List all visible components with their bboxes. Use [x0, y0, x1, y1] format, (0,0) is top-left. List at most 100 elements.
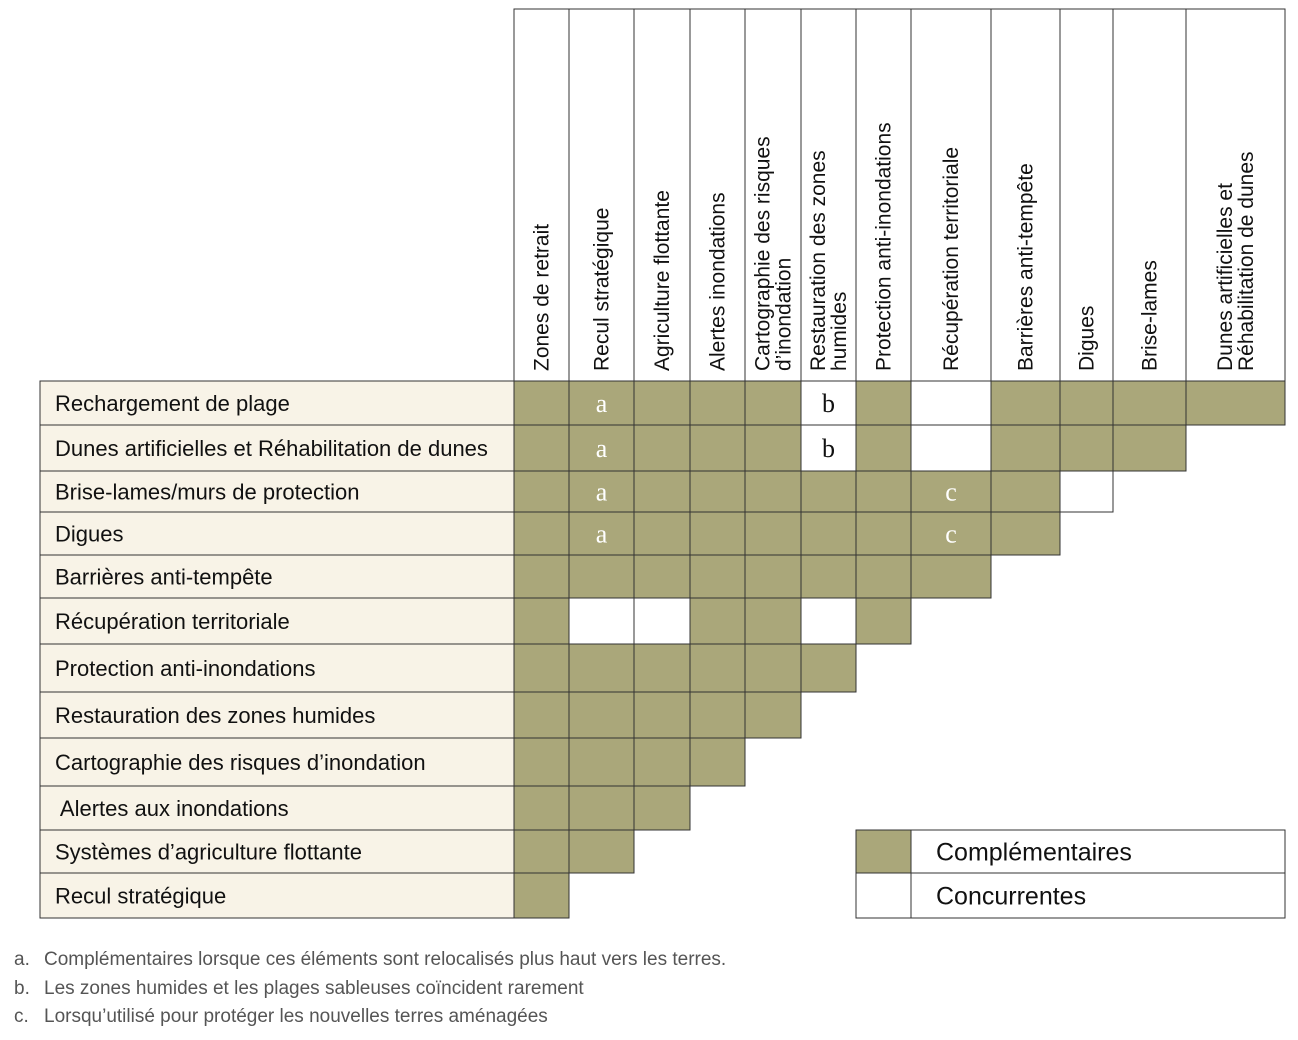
cell-complementary [689, 554, 746, 599]
cell-complementary [910, 511, 992, 556]
cell-complementary [744, 424, 802, 472]
row-header [39, 511, 515, 556]
cell-complementary [855, 597, 912, 645]
cell-complementary [633, 554, 691, 599]
cell-complementary [689, 380, 746, 426]
row-header [39, 829, 515, 874]
cell-complementary [568, 470, 635, 513]
row-label: Protection anti-inondations [55, 656, 316, 681]
row-header [39, 691, 515, 739]
cell-complementary [633, 511, 691, 556]
cell-complementary [1185, 380, 1286, 426]
cell-complementary [633, 470, 691, 513]
cell-complementary [1059, 380, 1114, 426]
cell-complementary [800, 470, 857, 513]
cell-complementary [513, 643, 570, 693]
cell-complementary [744, 643, 802, 693]
cell-complementary [513, 737, 570, 787]
col-label-zones_humides-line1: Restauration des zones [807, 150, 830, 371]
row-header [39, 554, 515, 599]
cell-complementary [513, 511, 570, 556]
cell-complementary [689, 470, 746, 513]
cell-complementary [689, 691, 746, 739]
footnote-mark-a: a [596, 389, 608, 418]
cell-complementary [568, 424, 635, 472]
cell-complementary [633, 785, 691, 831]
footnote-mark-a: a [596, 520, 608, 549]
cell-complementary [568, 829, 635, 874]
cell-complementary [800, 554, 857, 599]
row-header [39, 785, 515, 831]
row-header [39, 380, 515, 426]
cell-complementary [568, 643, 635, 693]
col-label-digues: Digues [1076, 306, 1099, 371]
cell-competing [910, 380, 992, 426]
legend-label-complementary: Complémentaires [936, 839, 1132, 867]
row-label: Recul stratégique [55, 884, 226, 909]
footnote-mark-c: c [945, 478, 957, 507]
col-header-recuperation [910, 8, 992, 382]
cell-competing [568, 597, 635, 645]
row-label: Rechargement de plage [55, 391, 290, 416]
cell-complementary [744, 597, 802, 645]
cell-complementary [633, 737, 691, 787]
cell-complementary [689, 511, 746, 556]
cell-complementary [990, 470, 1061, 513]
cell-complementary [689, 737, 746, 787]
col-label-recul: Recul stratégique [591, 208, 614, 371]
cell-complementary [689, 597, 746, 645]
col-label-dunes-line1: Dunes artificielles et [1214, 183, 1237, 371]
col-label-carto-line1: Cartographie des risques [752, 136, 775, 371]
cell-complementary [744, 380, 802, 426]
cell-complementary [800, 511, 857, 556]
cell-complementary [513, 829, 570, 874]
cell-competing [800, 597, 857, 645]
row-label: Récupération territoriale [55, 609, 290, 634]
cell-complementary [513, 380, 570, 426]
row-header [39, 643, 515, 693]
footnote-mark-b: b [822, 434, 835, 463]
cell-complementary [568, 554, 635, 599]
row-label: Barrières anti-tempête [55, 565, 273, 590]
row-labels: Rechargement de plage Dunes artificielles… [39, 380, 515, 919]
cell-complementary [633, 380, 691, 426]
col-label-dunes-line2: Réhabilitation de dunes [1235, 152, 1258, 372]
cell-complementary [855, 554, 912, 599]
col-header-digues [1059, 8, 1114, 382]
col-header-recul [568, 8, 635, 382]
cell-competing [1059, 470, 1114, 513]
cell-complementary [633, 424, 691, 472]
cell-complementary [568, 785, 635, 831]
cell-complementary [990, 511, 1061, 556]
cell-competing [800, 424, 857, 472]
cell-complementary [513, 691, 570, 739]
legend-label-competing: Concurrentes [936, 883, 1086, 911]
cell-complementary [990, 424, 1061, 472]
cell-complementary [1112, 380, 1187, 426]
cell-complementary [689, 424, 746, 472]
cell-complementary [568, 737, 635, 787]
legend-label-box [910, 829, 1286, 874]
col-header-dunes [1185, 8, 1286, 382]
cell-complementary [744, 554, 802, 599]
cell-complementary [513, 785, 570, 831]
row-label: Brise-lames/murs de protection [55, 480, 359, 505]
col-label-carto-line2: d’inondation [773, 258, 796, 371]
col-header-alertes [689, 8, 746, 382]
row-header [39, 597, 515, 645]
cell-complementary [744, 691, 802, 739]
cell-competing [910, 424, 992, 472]
legend-swatch-complementary [855, 829, 912, 874]
footnote-c: c. Lorsqu’utilisé pour protéger les nouve… [14, 1006, 548, 1027]
cell-complementary [855, 380, 912, 426]
cell-complementary [800, 643, 857, 693]
footnotes: a. Complémentaires lorsque ces éléments s… [14, 946, 726, 1032]
cell-complementary [910, 554, 992, 599]
cell-complementary [568, 691, 635, 739]
col-label-agri: Agriculture flottante [651, 190, 674, 371]
matrix-cells: a b a b a c a c [513, 380, 1286, 919]
col-label-zones_retrait: Zones de retrait [531, 224, 554, 371]
footnote-mark-a: a [596, 478, 608, 507]
cell-complementary [744, 470, 802, 513]
col-label-brise: Brise-lames [1139, 260, 1162, 371]
